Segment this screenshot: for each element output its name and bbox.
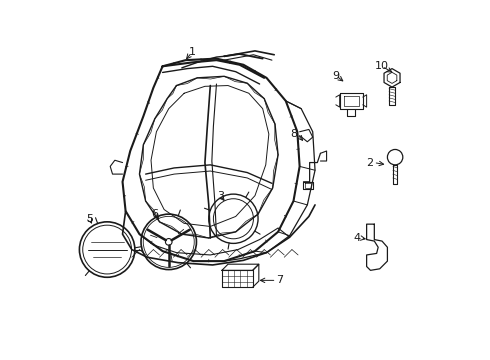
Text: 7: 7	[276, 275, 284, 285]
Text: 2: 2	[367, 158, 373, 167]
Text: 9: 9	[332, 71, 340, 81]
Text: 1: 1	[188, 48, 196, 58]
Text: 3: 3	[217, 191, 224, 201]
Text: 6: 6	[151, 209, 158, 219]
Text: 8: 8	[290, 129, 297, 139]
Text: 5: 5	[86, 214, 93, 224]
Text: 10: 10	[375, 61, 389, 71]
Text: 4: 4	[353, 233, 361, 243]
